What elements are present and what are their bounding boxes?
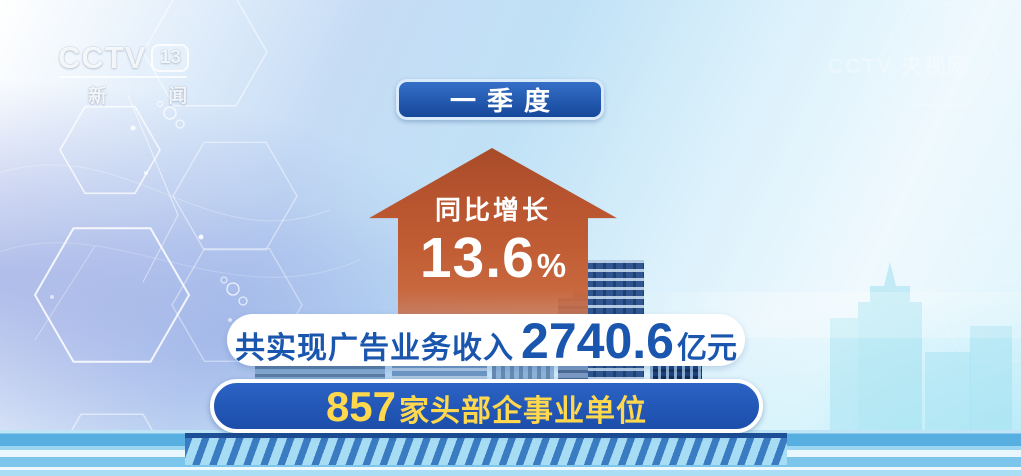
growth-value-row: 13.6 % [369, 226, 617, 290]
units-banner: 857 家头部企事业单位 [210, 379, 763, 433]
dot-decoration [50, 125, 232, 322]
growth-caption: 同比增长 [434, 195, 551, 225]
striped-bar-decoration [185, 433, 787, 465]
line-decoration [34, 94, 179, 341]
cctv-watermark: CCTV 央视网 [828, 55, 970, 78]
growth-value: 13.6 [419, 226, 535, 290]
channel-13-badge: 13 [151, 43, 190, 72]
quarter-badge: 一季度 [396, 79, 604, 120]
revenue-pill: 共实现广告业务收入 2740.6 亿元 [227, 314, 745, 366]
logo-divider [59, 76, 187, 78]
circle-decoration [156, 100, 248, 306]
cctv13-logo-row: CCTV 13 [58, 42, 215, 73]
cctv13-logo: CCTV 13 新 闻 [58, 42, 215, 108]
logo-news-label: 新 闻 [88, 86, 216, 107]
revenue-unit: 亿元 [676, 332, 737, 365]
units-count: 857 [325, 383, 397, 430]
city-skyline-right [830, 262, 1012, 432]
cctv-logo-text: CCTV [58, 40, 147, 75]
units-label: 家头部企事业单位 [399, 395, 648, 428]
revenue-prefix: 共实现广告业务收入 [235, 332, 515, 365]
hexagon-decoration [33, 0, 1021, 476]
growth-unit: % [536, 247, 567, 284]
revenue-value: 2740.6 [521, 313, 674, 369]
quarter-badge-label: 一季度 [449, 86, 561, 116]
wave-decoration [0, 164, 361, 278]
